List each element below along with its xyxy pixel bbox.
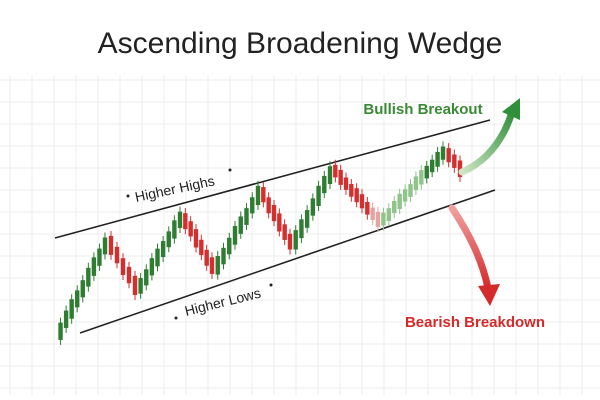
candle-body bbox=[413, 176, 419, 191]
bearish-arrowhead bbox=[478, 284, 500, 306]
candle-body bbox=[58, 322, 63, 340]
bullish-arrowhead bbox=[502, 98, 520, 120]
dot bbox=[174, 316, 178, 320]
candle-body bbox=[188, 221, 193, 237]
candle-body bbox=[271, 204, 277, 222]
candle-body bbox=[221, 247, 226, 265]
candle-body bbox=[338, 169, 343, 185]
upper-trendline bbox=[54, 119, 491, 239]
candle-body bbox=[63, 310, 69, 328]
candle-body bbox=[102, 237, 108, 255]
candle-body bbox=[155, 248, 160, 267]
candle-body bbox=[282, 224, 287, 240]
candle-body bbox=[204, 249, 209, 266]
candle-body bbox=[69, 299, 74, 319]
candle-body bbox=[255, 185, 261, 205]
candle-body bbox=[408, 184, 413, 197]
candle-body bbox=[386, 208, 392, 221]
candle-body bbox=[227, 237, 232, 255]
candle-body bbox=[316, 185, 321, 206]
candle-body bbox=[261, 187, 266, 203]
bearish-label: Bearish Breakdown bbox=[405, 314, 545, 331]
candle-body bbox=[299, 219, 304, 239]
candle-body bbox=[293, 230, 298, 250]
candle-body bbox=[126, 266, 132, 284]
lower-trendline bbox=[79, 189, 496, 334]
bullish-label: Bullish Breakout bbox=[363, 101, 482, 118]
candle-body bbox=[457, 160, 463, 177]
candle-body bbox=[91, 257, 97, 276]
candle-body bbox=[327, 166, 333, 184]
candle-body bbox=[172, 220, 177, 239]
candle-body bbox=[349, 184, 354, 197]
candle-body bbox=[108, 235, 114, 255]
grid bbox=[0, 75, 600, 395]
candle-body bbox=[310, 198, 316, 216]
candle-body bbox=[86, 267, 91, 287]
dot bbox=[126, 194, 130, 198]
candle-body bbox=[429, 159, 435, 173]
dot bbox=[269, 283, 273, 287]
candle-body bbox=[244, 208, 249, 225]
candle-body bbox=[120, 258, 126, 275]
candle-body bbox=[419, 170, 424, 185]
candle-body bbox=[149, 258, 155, 276]
upper-label: Higher Highs bbox=[133, 172, 215, 204]
candle-body bbox=[277, 213, 282, 232]
candle-body bbox=[250, 197, 255, 214]
candle-body bbox=[238, 216, 243, 234]
candle-body bbox=[144, 269, 149, 286]
candle-body bbox=[435, 151, 440, 167]
candles bbox=[58, 141, 463, 345]
candle-body bbox=[114, 246, 120, 264]
bearish-arrow bbox=[448, 204, 492, 292]
bullish-arrow bbox=[458, 108, 516, 176]
candle-body bbox=[75, 290, 80, 308]
candle-body bbox=[166, 231, 171, 248]
candle-body bbox=[370, 207, 375, 220]
candle-body bbox=[452, 154, 457, 168]
candle-body bbox=[381, 212, 386, 226]
candle-body bbox=[232, 225, 238, 245]
title: Ascending Broadening Wedge bbox=[98, 27, 503, 60]
candle-body bbox=[138, 278, 143, 294]
candle-body bbox=[199, 239, 204, 256]
candle-body bbox=[343, 177, 349, 190]
candle-body bbox=[424, 165, 429, 179]
candle-body bbox=[354, 188, 359, 203]
candle-body bbox=[287, 233, 293, 250]
candle-body bbox=[215, 256, 220, 275]
candle-body bbox=[397, 193, 402, 209]
candle-body bbox=[183, 213, 188, 230]
candle-body bbox=[266, 197, 271, 214]
candle-body bbox=[333, 164, 338, 178]
candle-body bbox=[359, 194, 365, 209]
candle-body bbox=[160, 241, 166, 258]
candle-body bbox=[392, 200, 397, 214]
candle-body bbox=[132, 275, 138, 295]
candle-body bbox=[304, 210, 310, 228]
candle-body bbox=[80, 280, 85, 298]
lower-label: Higher Lows bbox=[183, 285, 262, 319]
candle-body bbox=[177, 211, 183, 228]
candle-body bbox=[365, 201, 370, 215]
candle-body bbox=[97, 248, 102, 266]
dot bbox=[228, 168, 232, 172]
candle-body bbox=[375, 211, 381, 227]
candle-body bbox=[440, 146, 446, 160]
candle-body bbox=[193, 229, 199, 248]
candle-body bbox=[322, 175, 327, 194]
candle-body bbox=[209, 257, 215, 274]
candle-body bbox=[402, 189, 408, 202]
candle-body bbox=[446, 148, 451, 163]
